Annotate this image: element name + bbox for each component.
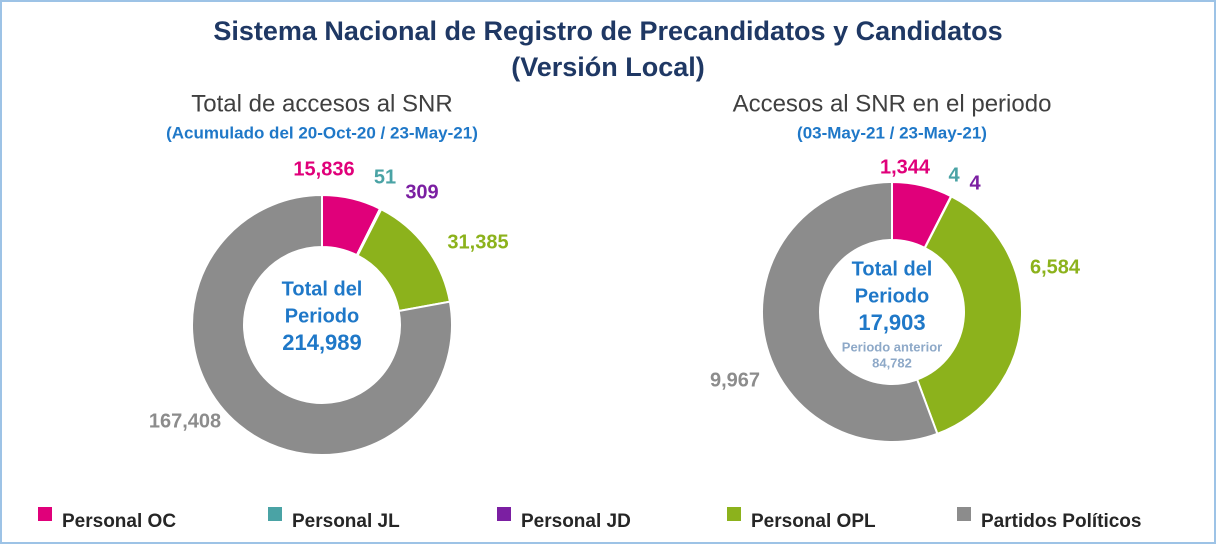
center-label: Total del	[282, 278, 363, 300]
data-label: 51	[374, 166, 396, 188]
legend-label: Partidos Políticos	[981, 511, 1141, 532]
legend-swatch	[727, 507, 741, 521]
chart-title: Total de accesos al SNR	[191, 90, 452, 117]
chart-subtitle: (Acumulado del 20-Oct-20 / 23-May-21)	[166, 123, 478, 142]
legend-swatch	[497, 507, 511, 521]
center-label: Total del	[852, 258, 933, 280]
data-label: 309	[405, 181, 438, 203]
data-label: 6,584	[1030, 256, 1081, 278]
chart-subtitle: (03-May-21 / 23-May-21)	[797, 123, 987, 142]
data-label: 9,967	[710, 369, 760, 391]
previous-title: Periodo anterior	[842, 339, 942, 354]
legend-swatch	[268, 507, 282, 521]
legend-label: Personal OPL	[751, 511, 876, 532]
legend-swatch	[38, 507, 52, 521]
center-label: Periodo	[285, 305, 359, 327]
legend-label: Personal OC	[62, 511, 176, 532]
center-total: 17,903	[858, 310, 925, 335]
center-label: Periodo	[855, 285, 929, 307]
title: (Versión Local)	[511, 52, 705, 82]
data-label: 31,385	[447, 231, 508, 253]
data-label: 1,344	[880, 156, 931, 178]
chart-title: Accesos al SNR en el periodo	[733, 90, 1052, 117]
donut-segment	[915, 195, 1023, 436]
legend-label: Personal JL	[292, 511, 400, 532]
legend-swatch	[957, 507, 971, 521]
data-label: 4	[948, 164, 960, 186]
previous-value: 84,782	[872, 355, 912, 370]
donut-segment	[191, 193, 453, 456]
data-label: 167,408	[149, 410, 221, 432]
center-total: 214,989	[282, 330, 362, 355]
title: Sistema Nacional de Registro de Precandi…	[213, 16, 1002, 46]
legend-label: Personal JD	[521, 511, 631, 532]
donut-segment	[761, 180, 939, 443]
data-label: 15,836	[293, 158, 354, 180]
data-label: 4	[969, 172, 981, 194]
